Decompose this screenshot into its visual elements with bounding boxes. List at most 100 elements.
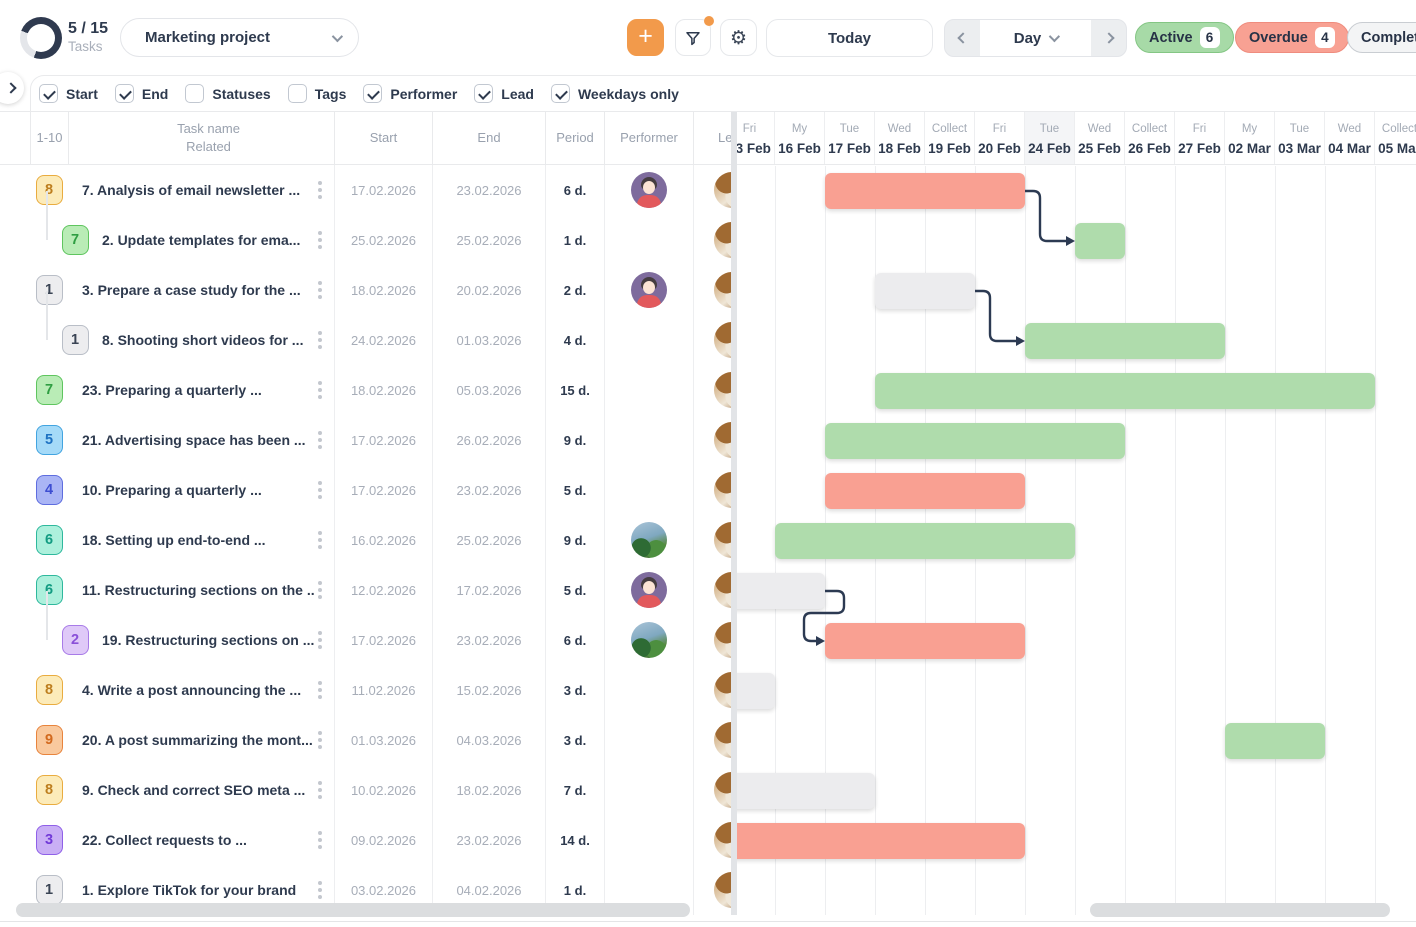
period-cell[interactable]: 1 d. — [545, 215, 604, 265]
kebab-menu-icon[interactable] — [318, 438, 322, 442]
lead-avatar[interactable] — [714, 772, 731, 808]
performer-avatar[interactable] — [631, 522, 667, 558]
gantt-bar-green[interactable] — [875, 373, 1375, 409]
lead-cell[interactable] — [693, 815, 731, 865]
task-name[interactable]: 3. Prepare a case study for the ... — [82, 282, 301, 298]
start-date-cell[interactable]: 18.02.2026 — [334, 365, 432, 415]
filter-pill-overdue[interactable]: Overdue 4 — [1235, 22, 1349, 53]
gantt-bar-gray[interactable] — [737, 673, 775, 709]
end-date-cell[interactable]: 23.02.2026 — [432, 165, 545, 215]
performer-avatar[interactable] — [631, 622, 667, 658]
task-id-badge[interactable]: 1 — [61, 325, 89, 355]
lead-cell[interactable] — [693, 215, 731, 265]
period-cell[interactable]: 6 d. — [545, 165, 604, 215]
checkbox-icon[interactable] — [550, 84, 570, 103]
column-toggle-performer[interactable]: Performer — [363, 84, 457, 103]
lead-cell[interactable] — [693, 515, 731, 565]
lead-cell[interactable] — [693, 165, 731, 215]
performer-cell[interactable] — [604, 515, 693, 565]
task-name[interactable]: 23. Preparing a quarterly ... — [82, 382, 262, 398]
task-name[interactable]: 11. Restructuring sections on the ... — [82, 582, 314, 598]
kebab-menu-icon[interactable] — [318, 188, 322, 192]
task-id-badge[interactable]: 1 — [35, 875, 63, 905]
filter-button[interactable] — [675, 16, 714, 56]
period-cell[interactable]: 7 d. — [545, 765, 604, 815]
settings-button[interactable]: ⚙ — [720, 19, 757, 56]
period-cell[interactable]: 3 d. — [545, 665, 604, 715]
performer-cell[interactable] — [604, 815, 693, 865]
kebab-menu-icon[interactable] — [318, 788, 322, 792]
lead-cell[interactable] — [693, 765, 731, 815]
task-id-badge[interactable]: 7 — [35, 375, 63, 405]
task-id-badge[interactable]: 1 — [35, 275, 63, 305]
task-id-badge[interactable]: 8 — [35, 775, 63, 805]
task-name[interactable]: 22. Collect requests to ... — [82, 832, 247, 848]
performer-cell[interactable] — [604, 165, 693, 215]
start-date-cell[interactable]: 25.02.2026 — [334, 215, 432, 265]
task-id-badge[interactable]: 5 — [35, 425, 63, 455]
end-date-cell[interactable]: 01.03.2026 — [432, 315, 545, 365]
start-date-cell[interactable]: 11.02.2026 — [334, 665, 432, 715]
lead-avatar[interactable] — [714, 272, 731, 308]
task-name[interactable]: 9. Check and correct SEO meta ... — [82, 782, 306, 798]
end-date-cell[interactable]: 23.02.2026 — [432, 465, 545, 515]
start-date-cell[interactable]: 17.02.2026 — [334, 165, 432, 215]
performer-cell[interactable] — [604, 665, 693, 715]
gantt-bar-red[interactable] — [825, 473, 1025, 509]
task-id-badge[interactable]: 6 — [35, 525, 63, 555]
performer-cell[interactable] — [604, 765, 693, 815]
task-name[interactable]: 19. Restructuring sections on ... — [102, 632, 314, 648]
task-name[interactable]: 4. Write a post announcing the ... — [82, 682, 302, 698]
column-toggle-statuses[interactable]: Statuses — [185, 84, 271, 103]
gantt-bar-gray[interactable] — [875, 273, 975, 309]
task-id-badge[interactable]: 4 — [35, 475, 63, 505]
end-date-cell[interactable]: 23.02.2026 — [432, 615, 545, 665]
column-toggle-start[interactable]: Start — [39, 84, 98, 103]
gantt-bar-green[interactable] — [1225, 723, 1325, 759]
lead-avatar[interactable] — [714, 622, 731, 658]
checkbox-icon[interactable] — [185, 84, 205, 103]
period-cell[interactable]: 5 d. — [545, 465, 604, 515]
start-date-cell[interactable]: 09.02.2026 — [334, 815, 432, 865]
lead-cell[interactable] — [693, 615, 731, 665]
gantt-bar-green[interactable] — [1025, 323, 1225, 359]
task-id-badge[interactable]: 9 — [35, 725, 63, 755]
gantt-bar-gray[interactable] — [737, 773, 875, 809]
lead-avatar[interactable] — [714, 822, 731, 858]
period-cell[interactable]: 14 d. — [545, 815, 604, 865]
end-date-cell[interactable]: 25.02.2026 — [432, 515, 545, 565]
lead-cell[interactable] — [693, 365, 731, 415]
filter-pill-completed[interactable]: Completed — [1347, 22, 1416, 53]
start-date-cell[interactable]: 24.02.2026 — [334, 315, 432, 365]
start-date-cell[interactable]: 10.02.2026 — [334, 765, 432, 815]
lead-avatar[interactable] — [714, 172, 731, 208]
performer-avatar[interactable] — [631, 272, 667, 308]
gantt-bar-red[interactable] — [825, 173, 1025, 209]
period-cell[interactable]: 2 d. — [545, 265, 604, 315]
performer-cell[interactable] — [604, 415, 693, 465]
end-date-cell[interactable]: 04.02.2026 — [432, 865, 545, 915]
lead-avatar[interactable] — [714, 472, 731, 508]
checkbox-icon[interactable] — [287, 84, 307, 103]
period-cell[interactable]: 4 d. — [545, 315, 604, 365]
checkbox-icon[interactable] — [474, 84, 494, 103]
period-cell[interactable]: 5 d. — [545, 565, 604, 615]
start-date-cell[interactable]: 03.02.2026 — [334, 865, 432, 915]
lead-avatar[interactable] — [714, 322, 731, 358]
add-task-button[interactable]: + — [627, 19, 664, 56]
kebab-menu-icon[interactable] — [318, 488, 322, 492]
performer-cell[interactable] — [604, 865, 693, 915]
prev-period-button[interactable] — [945, 20, 980, 56]
end-date-cell[interactable]: 26.02.2026 — [432, 415, 545, 465]
lead-cell[interactable] — [693, 715, 731, 765]
next-period-button[interactable] — [1091, 20, 1126, 56]
column-toggle-tags[interactable]: Tags — [287, 84, 346, 103]
lead-avatar[interactable] — [714, 372, 731, 408]
kebab-menu-icon[interactable] — [318, 738, 322, 742]
task-name[interactable]: 10. Preparing a quarterly ... — [82, 482, 262, 498]
lead-avatar[interactable] — [714, 872, 731, 908]
task-name[interactable]: 1. Explore TikTok for your brand — [82, 882, 297, 898]
period-cell[interactable]: 9 d. — [545, 415, 604, 465]
start-date-cell[interactable]: 18.02.2026 — [334, 265, 432, 315]
end-date-cell[interactable]: 04.03.2026 — [432, 715, 545, 765]
